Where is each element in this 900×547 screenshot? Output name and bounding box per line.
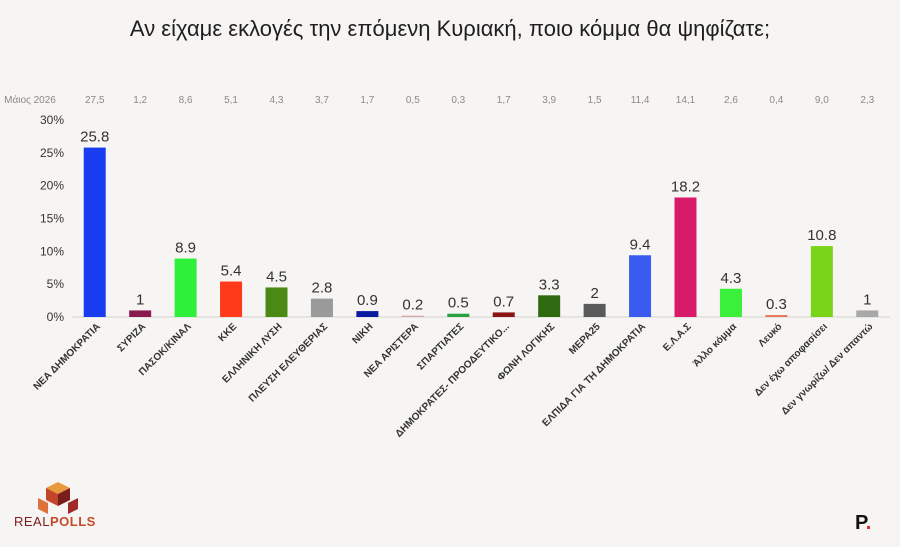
- data-label: 0.7: [493, 293, 514, 310]
- bar: [583, 303, 606, 317]
- data-label: 18.2: [671, 178, 700, 195]
- bar: [129, 310, 152, 317]
- realpolls-logo: REALPOLLS: [14, 480, 104, 535]
- comparison-value: 1,2: [133, 95, 147, 106]
- category-label: Άλλο κόμμα: [691, 321, 740, 370]
- comparison-value: 2,3: [860, 95, 874, 106]
- category-label: ΝΙΚΗ: [350, 321, 375, 346]
- data-label: 4.5: [266, 268, 287, 285]
- data-label: 2: [590, 285, 598, 302]
- y-tick-label: 0%: [47, 310, 65, 324]
- comparison-value: 0,5: [406, 95, 420, 106]
- data-label: 2.8: [312, 280, 333, 297]
- bar: [265, 287, 288, 317]
- cube-logo-icon: [38, 482, 78, 514]
- category-label: Δεν γνωρίζω/ Δεν απαντώ: [779, 321, 875, 417]
- bar: [719, 288, 742, 317]
- comparison-value: 5,1: [224, 95, 238, 106]
- bar: [220, 281, 243, 317]
- data-label: 0.2: [402, 297, 423, 314]
- comparison-value: 0,3: [451, 95, 465, 106]
- data-label: 25.8: [80, 129, 109, 146]
- comparison-value: 3,7: [315, 95, 329, 106]
- bar: [83, 147, 106, 317]
- y-tick-label: 30%: [40, 113, 64, 127]
- data-label: 0.5: [448, 295, 469, 312]
- bar: [356, 311, 379, 317]
- category-label: ΜΕΡΑ25: [567, 321, 603, 357]
- comparison-label: Μάιος 2026: [4, 94, 56, 106]
- comparison-value: 3,9: [542, 95, 556, 106]
- comparison-value: 1,7: [497, 95, 511, 106]
- bar: [174, 258, 197, 317]
- category-label: ΣΥΡΙΖΑ: [115, 321, 148, 354]
- data-label: 4.3: [721, 270, 742, 287]
- bar: [538, 295, 561, 317]
- data-label: 0.3: [766, 296, 787, 313]
- chart-title: Αν είχαμε εκλογές την επόμενη Κυριακή, π…: [129, 16, 771, 41]
- y-tick-label: 25%: [40, 146, 64, 160]
- data-label: 1: [136, 291, 144, 308]
- p-logo-letter: P: [855, 512, 866, 534]
- data-label: 5.4: [221, 263, 242, 280]
- data-label: 0.9: [357, 292, 378, 309]
- bar: [629, 255, 652, 317]
- y-tick-label: 5%: [47, 277, 65, 291]
- data-label: 10.8: [807, 227, 836, 244]
- comparison-value: 1,7: [360, 95, 374, 106]
- comparison-value: 11,4: [631, 95, 650, 106]
- comparison-value: 14,1: [676, 95, 696, 106]
- brand-real: REAL: [14, 514, 50, 529]
- category-label: Λευκό: [757, 321, 785, 349]
- category-label: ΠΛΕΥΣΗ ΕΛΕΥΘΕΡΙΑΣ: [247, 321, 330, 404]
- data-label: 8.9: [175, 240, 196, 257]
- bar: [310, 298, 333, 317]
- comparison-value: 27,5: [85, 95, 105, 106]
- comparison-value: 0,4: [769, 95, 783, 106]
- data-label: 1: [863, 291, 871, 308]
- comparison-value: 4,3: [270, 95, 284, 106]
- comparison-value: 2,6: [724, 95, 738, 106]
- data-label: 3.3: [539, 276, 560, 293]
- realpolls-wordmark: REALPOLLS: [14, 514, 96, 529]
- category-label: Ε.Λ.Α.Σ: [661, 321, 693, 353]
- bar: [810, 246, 833, 317]
- bar: [492, 312, 515, 317]
- brand-polls: POLLS: [49, 514, 96, 529]
- p-logo-dot: .: [865, 512, 872, 534]
- y-tick-label: 15%: [40, 212, 64, 226]
- comparison-value: 9,0: [815, 95, 829, 106]
- comparison-value: 1,5: [588, 95, 602, 106]
- category-label: ΣΠΑΡΤΙΑΤΕΣ: [415, 321, 466, 372]
- bar: [765, 315, 788, 317]
- data-label: 9.4: [630, 236, 651, 253]
- bar: [674, 197, 697, 317]
- category-label: ΝΕΑ ΔΗΜΟΚΡΑΤΙΑ: [32, 321, 103, 392]
- y-tick-label: 10%: [40, 244, 64, 258]
- p-logo: P.: [855, 512, 871, 535]
- bar: [401, 315, 424, 317]
- category-label: ΚΚΕ: [216, 321, 239, 344]
- bar: [856, 310, 879, 317]
- y-tick-label: 20%: [40, 179, 64, 193]
- comparison-value: 8,6: [179, 95, 193, 106]
- bar: [447, 313, 470, 317]
